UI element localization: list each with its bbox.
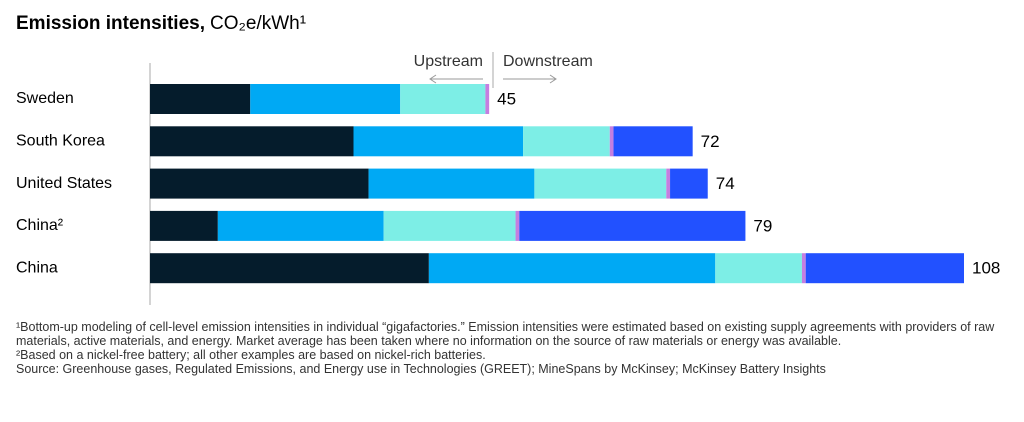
bar-segment (666, 168, 671, 199)
bar-segment (534, 168, 667, 199)
chart-title: Emission intensities, CO₂e/kWh¹ (16, 13, 306, 34)
bar-segment (368, 168, 535, 199)
y-tick-label: China² (16, 217, 64, 234)
bar-segment (150, 84, 251, 114)
total-label: 108 (972, 259, 1000, 278)
footnote: Source: Greenhouse gases, Regulated Emis… (16, 362, 826, 376)
arrow (503, 74, 557, 84)
bar-segment (515, 210, 520, 241)
bar-segment (519, 210, 746, 241)
bar-segment (715, 253, 802, 284)
bar-segment (485, 84, 490, 114)
footnote: ²Based on a nickel-free battery; all oth… (16, 348, 486, 362)
y-tick-label: China (16, 259, 58, 276)
y-tick-label: South Korea (16, 133, 105, 150)
y-tick-label: United States (16, 175, 112, 192)
bar-segment (150, 210, 218, 241)
bar-segment (383, 210, 516, 241)
total-label: 74 (716, 174, 735, 193)
chart: Emission intensities, CO₂e/kWh¹ Upstream … (16, 13, 1000, 305)
title-unit: CO₂e/kWh¹ (210, 13, 306, 34)
arrow (429, 74, 483, 84)
bar-segment (805, 253, 964, 284)
bar-segment (353, 126, 524, 157)
total-label: 72 (701, 132, 720, 151)
y-tick-label: Sweden (16, 90, 74, 107)
bar-segment (250, 84, 401, 114)
annotation: Upstream (414, 53, 483, 70)
bar-segment (801, 253, 806, 284)
bar-segment (150, 168, 369, 199)
total-label: 79 (753, 216, 772, 235)
footnotes: ¹Bottom-up modeling of cell-level emissi… (16, 320, 1006, 376)
bar-segment (150, 253, 429, 284)
bar-segment (670, 168, 708, 199)
bar-segment (217, 210, 384, 241)
bar-segment (400, 84, 486, 114)
bar-segment (428, 253, 716, 284)
bar-segment (609, 126, 614, 157)
title: Emission intensities, (16, 13, 205, 34)
footnote: ¹Bottom-up modeling of cell-level emissi… (16, 320, 995, 348)
bar-segment (523, 126, 610, 157)
bar-segment (150, 126, 354, 157)
annotation: Downstream (503, 53, 593, 70)
bar-segment (613, 126, 693, 157)
total-label: 45 (497, 89, 516, 108)
